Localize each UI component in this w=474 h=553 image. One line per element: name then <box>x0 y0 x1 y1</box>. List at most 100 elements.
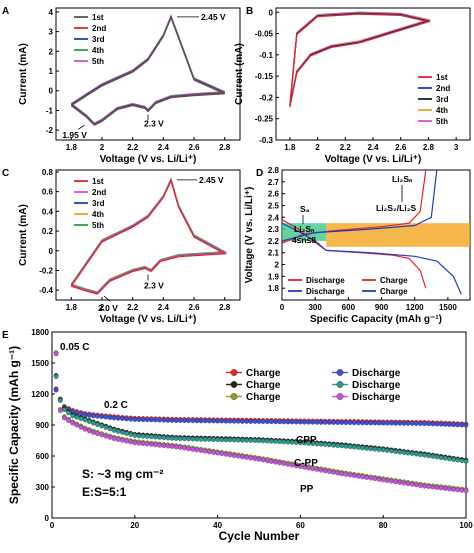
panel-e-data-point <box>153 417 158 423</box>
panel-e-data-point <box>86 419 92 424</box>
panel-e-data-point <box>211 450 216 455</box>
panel-e-data-point <box>260 457 266 463</box>
panel-e-data-point <box>356 473 361 479</box>
panel-c: 1.8 2 2.2 2.4 2.6 2.8 -0.4 -0.2 0 0.2 0.4 0.6 0.8 Vol… <box>2 168 241 325</box>
panel-e-data-point <box>434 485 440 490</box>
panel-e-data-point <box>285 419 291 425</box>
panel-e-data-point <box>128 432 134 437</box>
panel-e-data-point <box>169 418 175 423</box>
panel-e-data-point <box>53 374 59 379</box>
panel-e-data-point <box>405 421 411 426</box>
panel-e-data-point <box>194 436 200 442</box>
panel-e-data-point <box>219 451 225 457</box>
panel-e-data-point <box>306 419 312 425</box>
panel-e-data-point <box>351 444 357 450</box>
panel-b-y-tick-label: 0 <box>269 8 274 17</box>
panel-e-data-point <box>57 398 63 403</box>
panel-e-data-point <box>335 470 341 476</box>
panel-e-data-point <box>86 428 92 434</box>
panel-d-x-tick-label: 600 <box>342 303 356 312</box>
panel-e-data-point <box>451 487 456 492</box>
panel-e-data-point <box>360 445 365 451</box>
panel-e-data-point <box>269 419 274 425</box>
panel-d-y-tick-label: 2.4 <box>268 213 280 222</box>
panel-e-data-point <box>177 445 183 450</box>
panel-e-data-point <box>198 418 204 424</box>
panel-e-data-point <box>74 414 80 420</box>
panel-e-data-point <box>327 469 332 474</box>
panel-e-data-point <box>389 448 394 454</box>
panel-d-y-tick-label: 2.7 <box>268 178 280 187</box>
panel-e-data-point <box>327 442 332 448</box>
panel-b-x-tick-label: 1.8 <box>284 143 296 152</box>
panel-e-data-point <box>165 435 171 441</box>
panel-e-data-point <box>202 437 208 442</box>
panel-e-y-tick-label: 900 <box>36 421 50 430</box>
panel-e-data-point <box>128 416 134 422</box>
panel-d-x-tick-label: 1200 <box>406 303 424 312</box>
panel-e-data-point <box>115 415 121 421</box>
panel-e-data-point <box>256 456 262 462</box>
panel-c-legend-label: 4th <box>92 210 104 219</box>
panel-a-legend-label: 1st <box>92 13 104 22</box>
panel-e-data-point <box>215 437 220 443</box>
panel-e-data-point <box>153 442 158 448</box>
panel-a-x-tick-label: 2.8 <box>219 143 231 152</box>
panel-e-data-point <box>401 480 407 486</box>
panel-e-data-point <box>310 419 316 425</box>
panel-e-data-point <box>351 473 357 478</box>
panel-e-data-point <box>231 437 237 443</box>
panel-e-data-point <box>447 486 452 492</box>
panel-e-data-point <box>66 410 71 416</box>
panel-e-data-point <box>264 438 270 444</box>
panel-e-legend-marker <box>230 381 238 388</box>
panel-e-data-point <box>169 435 175 441</box>
panel-e-data-point <box>380 447 386 453</box>
panel-e-data-point <box>314 419 320 425</box>
panel-b-y-tick-label: -0.15 <box>255 72 274 81</box>
panel-e-data-point <box>256 419 262 424</box>
panel-e-annotation: E:S=5:1 <box>82 485 127 499</box>
panel-e-data-point <box>227 418 233 424</box>
panel-d-x-tick-label: 0 <box>280 303 285 312</box>
panel-e-data-point <box>182 436 187 442</box>
panel-e-y-tick-label: 1200 <box>31 390 49 399</box>
panel-e-data-point <box>53 351 59 357</box>
panel-e-data-point <box>194 418 200 424</box>
panel-d-legend-label: Discharge <box>306 276 345 285</box>
panel-e-data-point <box>252 456 258 462</box>
panel-e-data-point <box>82 417 88 423</box>
panel-a-legend-label: 4th <box>92 46 104 55</box>
panel-a-y-tick-label: 4 <box>49 8 54 17</box>
panel-e-data-point <box>103 414 109 420</box>
panel-d-curve <box>281 169 427 244</box>
panel-e-data-point <box>182 418 187 424</box>
panel-e-data-point <box>252 419 258 424</box>
panel-e-data-point <box>70 420 76 426</box>
panel-e-data-point <box>277 419 283 425</box>
panel-e-data-point <box>173 444 179 450</box>
panel-e-data-point <box>264 419 270 425</box>
panel-e-data-point <box>331 469 336 475</box>
panel-e-data-point <box>78 416 84 422</box>
panel-e-data-point <box>372 446 378 452</box>
panel-e-data-point <box>244 419 249 424</box>
panel-e-data-point <box>99 432 105 438</box>
panel-e-y-tick-label: 1500 <box>31 359 49 368</box>
panel-e-data-point <box>140 433 146 439</box>
panel-e-data-point <box>364 475 369 480</box>
panel-e-data-point <box>115 437 121 442</box>
panel-e-legend-label: Discharge <box>352 380 401 391</box>
panel-a-y-tick-label: -1 <box>46 106 54 115</box>
panel-e-data-point <box>202 448 208 454</box>
panel-b-x-tick-label: 2.2 <box>340 143 352 152</box>
panel-c-y-axis-label: Current (mA) <box>18 204 29 266</box>
panel-e-data-point <box>376 477 382 482</box>
panel-c-panel-letter: C <box>2 168 9 179</box>
panel-e-data-point <box>269 459 274 464</box>
panel-e-y-tick-label: 300 <box>36 483 50 492</box>
panel-b-legend-label: 3rd <box>436 95 449 104</box>
panel-e-data-point <box>351 420 357 426</box>
panel-b-legend-label: 4th <box>436 106 448 115</box>
panel-e-data-point <box>57 408 63 414</box>
